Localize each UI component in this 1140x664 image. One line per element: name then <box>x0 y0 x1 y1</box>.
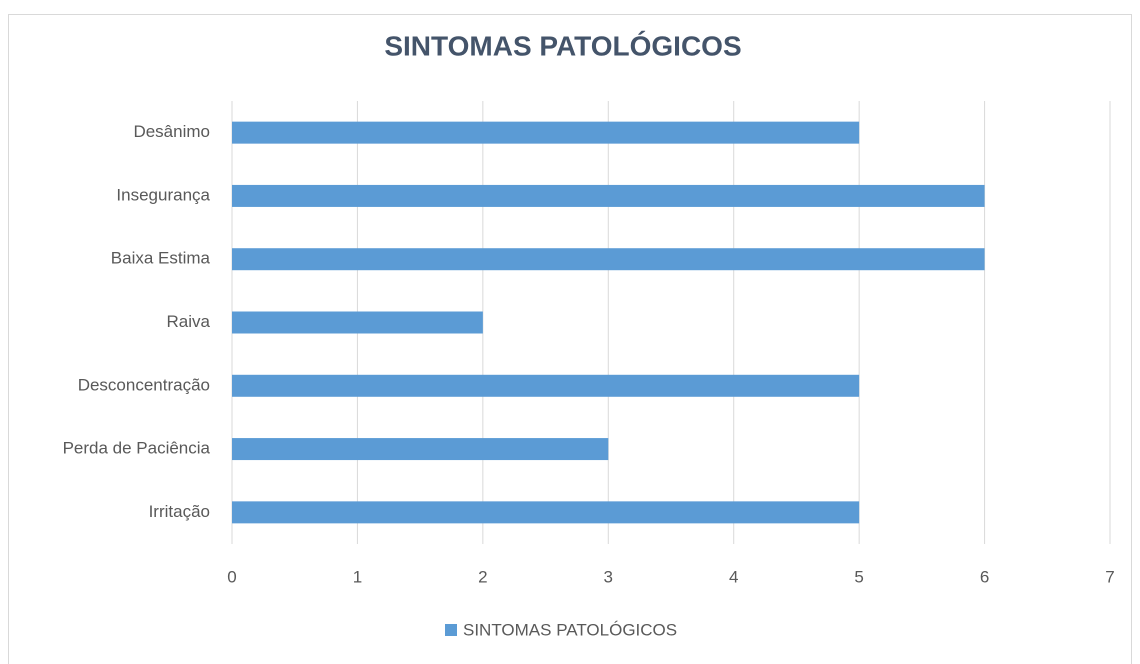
y-tick-label: Irritação <box>149 502 210 521</box>
x-tick-label: 4 <box>729 567 738 586</box>
bar <box>232 311 483 334</box>
chart-title: SINTOMAS PATOLÓGICOS <box>384 30 741 61</box>
x-tick-label: 5 <box>854 567 863 586</box>
x-tick-label: 0 <box>227 567 236 586</box>
legend-swatch <box>445 624 457 636</box>
bar <box>232 501 860 524</box>
x-tick-label: 6 <box>980 567 989 586</box>
y-tick-label: Raiva <box>167 312 211 331</box>
chart-frame <box>8 14 1132 664</box>
y-tick-label: Desconcentração <box>78 375 210 394</box>
bar <box>232 121 860 144</box>
legend-label: SINTOMAS PATOLÓGICOS <box>463 620 677 639</box>
bar <box>232 248 985 271</box>
x-tick-label: 3 <box>604 567 613 586</box>
bar <box>232 374 860 397</box>
x-tick-label: 2 <box>478 567 487 586</box>
x-tick-label: 7 <box>1105 567 1114 586</box>
y-tick-label: Desânimo <box>133 122 210 141</box>
bar <box>232 184 985 207</box>
x-tick-label: 1 <box>353 567 362 586</box>
y-tick-label: Baixa Estima <box>111 249 211 268</box>
bar <box>232 438 609 461</box>
y-tick-label: Perda de Paciência <box>63 439 211 458</box>
y-tick-label: Insegurança <box>116 185 210 204</box>
